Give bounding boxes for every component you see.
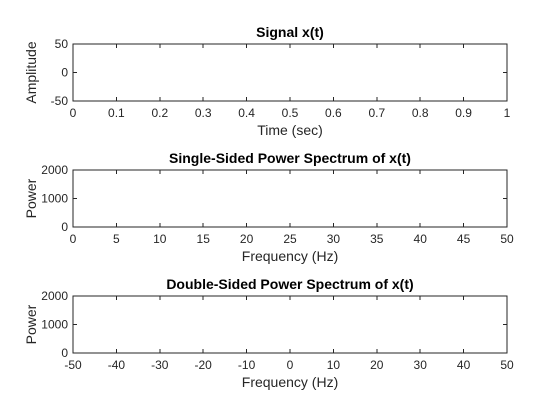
y-axis-label: Amplitude [23,41,39,103]
axes-box [72,43,508,102]
y-tick-label: 0 [61,346,68,360]
x-axis-label: Frequency (Hz) [242,248,338,264]
x-tick-label: 30 [414,358,428,372]
x-axis-label: Frequency (Hz) [242,374,338,390]
axes-box [72,295,508,354]
x-tick-label: 0.4 [238,106,255,120]
chart-title: Double-Sided Power Spectrum of x(t) [166,276,413,292]
x-tick-label: 20 [240,232,254,246]
x-tick-label: 0 [70,106,77,120]
y-tick-label: 50 [55,37,69,51]
x-tick-label: 0.9 [455,106,472,120]
x-tick-label: 0.7 [368,106,385,120]
x-tick-label: 50 [500,232,514,246]
x-axis-label: Time (sec) [257,122,323,138]
x-tick-label: 50 [500,358,514,372]
x-tick-label: -40 [108,358,126,372]
x-tick-label: 45 [457,232,471,246]
x-tick-label: 0 [70,232,77,246]
x-tick-label: 5 [113,232,120,246]
x-tick-label: 20 [370,358,384,372]
y-axis-label: Power [23,178,39,218]
x-tick-label: 10 [327,358,341,372]
y-tick-label: 2000 [41,289,68,303]
chart-title: Signal x(t) [256,24,324,40]
x-tick-label: 10 [153,232,167,246]
subplot-1: 0 0.1 0.2 0.3 0.4 0.5 0.6 0.7 0.8 0.9 1-50050Signa… [23,24,511,138]
x-tick-label: 0.2 [151,106,168,120]
y-axis-label: Power [23,304,39,344]
x-tick-label: 15 [197,232,211,246]
x-tick-label: 0.3 [195,106,212,120]
x-tick-label: -10 [238,358,256,372]
x-tick-label: -50 [64,358,82,372]
y-tick-label: 1000 [41,192,68,206]
y-tick-label: 0 [61,66,68,80]
subplot-3: -50 -40 -30 -20 -10 0 10 20 30 40 50 0 1000 2000 Doubl… [23,276,514,390]
y-tick-label: -50 [51,94,69,108]
x-tick-label: 1 [504,106,511,120]
x-tick-label: 40 [457,358,471,372]
x-tick-label: 30 [327,232,341,246]
x-tick-label: 0.5 [282,106,299,120]
y-tick-label: 2000 [41,163,68,177]
x-tick-label: 40 [414,232,428,246]
x-tick-label: -30 [151,358,169,372]
y-tick-label: 0 [61,220,68,234]
x-tick-label: 0 [287,358,294,372]
axes-box [72,169,508,228]
x-tick-label: 0.1 [108,106,125,120]
subplot-2: 0 5 10 15 20 25 30 35 40 45 50 0 1000 2000 Single-Side… [23,150,514,264]
chart-title: Single-Sided Power Spectrum of x(t) [169,150,411,166]
x-tick-label: 25 [283,232,297,246]
x-tick-label: 0.6 [325,106,342,120]
x-tick-label: 0.8 [412,106,429,120]
y-tick-label: 1000 [41,318,68,332]
x-tick-label: 35 [370,232,384,246]
x-tick-label: -20 [195,358,213,372]
